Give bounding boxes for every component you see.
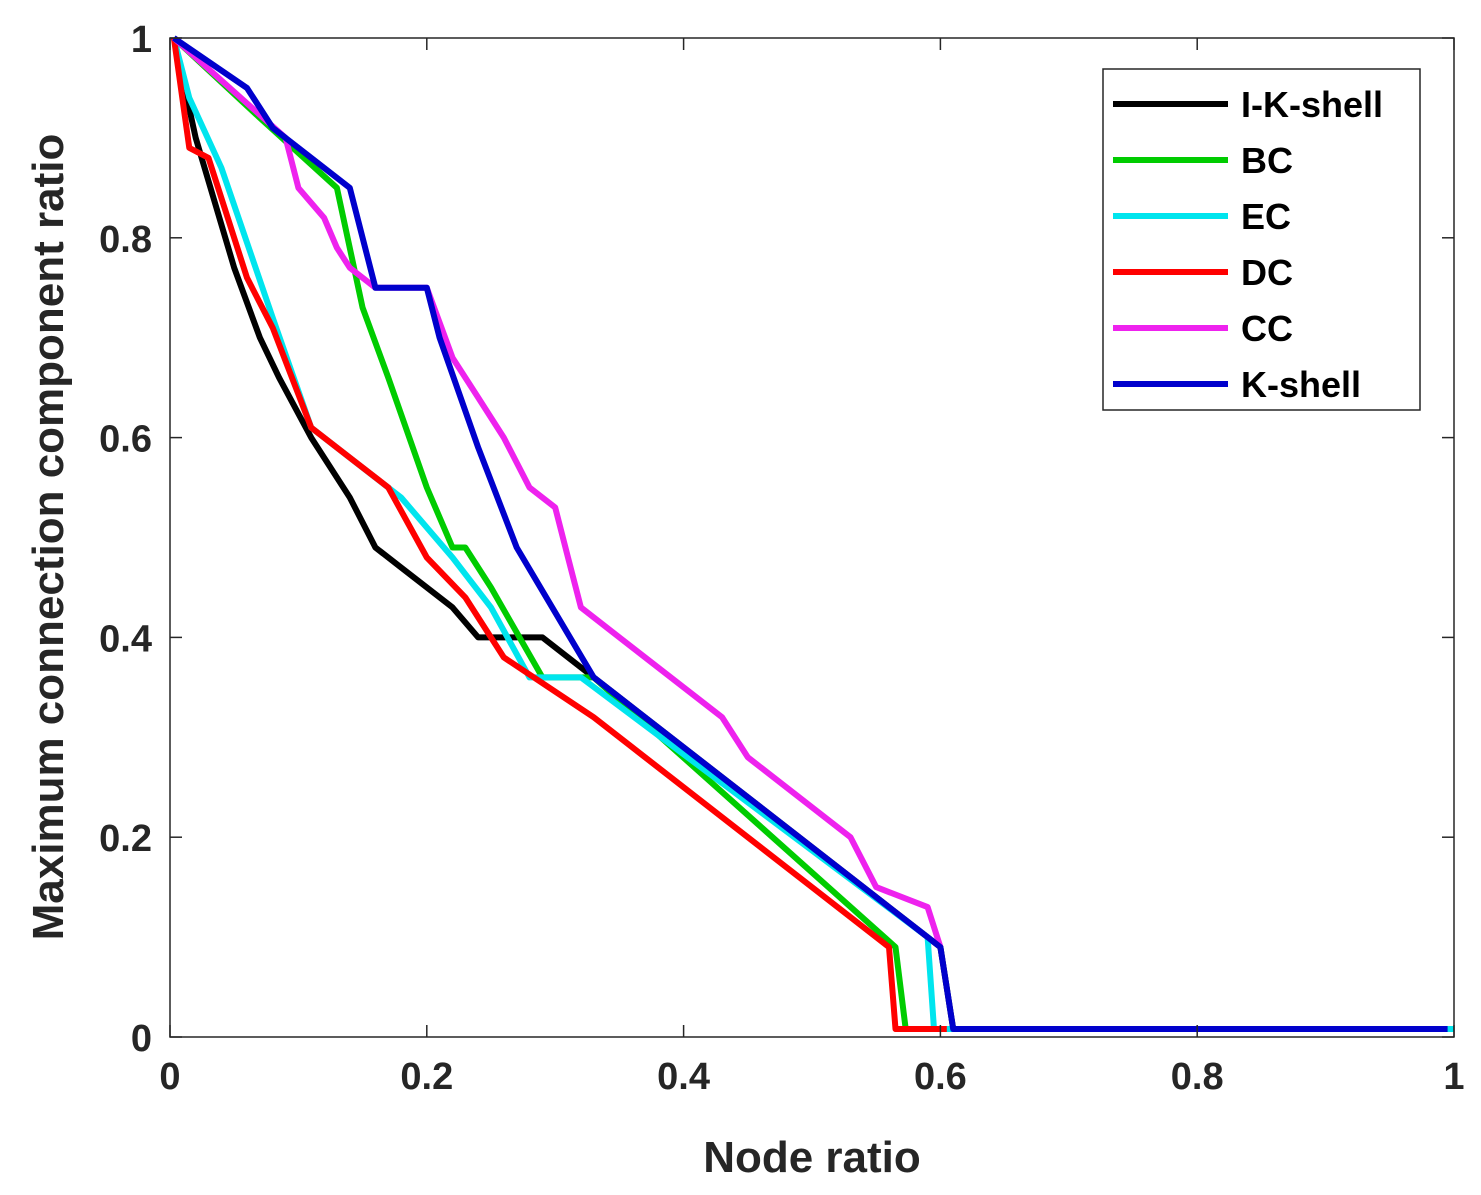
- y-tick-label: 0: [131, 1018, 152, 1060]
- y-tick-label: 1: [131, 19, 152, 61]
- x-tick-label: 0.6: [914, 1056, 967, 1098]
- x-tick-label: 0: [159, 1056, 180, 1098]
- y-tick-label: 0.8: [99, 219, 152, 261]
- series-line-k-shell: [172, 35, 1448, 1032]
- x-axis: 0 0.2 0.4 0.6 0.8 1: [159, 38, 1465, 1098]
- x-tick-label: 1: [1443, 1056, 1464, 1098]
- legend-label-k-shell: K-shell: [1241, 364, 1361, 405]
- legend-box: [1102, 68, 1421, 411]
- legend-label-dc: DC: [1241, 252, 1293, 293]
- series-layer: [170, 35, 1454, 1032]
- series-line-bc: [171, 35, 1454, 1032]
- legend-label-bc: BC: [1241, 140, 1293, 181]
- y-axis-title: Maximum connection component ratio: [24, 134, 73, 941]
- series-line-cc: [171, 35, 944, 949]
- axes-box: [169, 37, 1455, 1038]
- x-axis-title: Node ratio: [703, 1133, 921, 1182]
- y-tick-label: 0.4: [99, 618, 152, 660]
- x-tick-label: 0.8: [1171, 1056, 1224, 1098]
- y-tick-label: 0.6: [99, 419, 152, 461]
- legend-label-cc: CC: [1241, 308, 1293, 349]
- legend-label-ec: EC: [1241, 196, 1291, 237]
- y-tick-label: 0.2: [99, 818, 152, 860]
- y-axis: 0 0.2 0.4 0.6 0.8 1: [99, 19, 1454, 1060]
- legend: I-K-shell BC EC DC CC K-shell: [1102, 68, 1421, 411]
- x-tick-label: 0.4: [657, 1056, 710, 1098]
- series-line-dc: [170, 37, 947, 1032]
- x-tick-label: 0.2: [400, 1056, 453, 1098]
- legend-label-i-k-shell: I-K-shell: [1241, 84, 1383, 125]
